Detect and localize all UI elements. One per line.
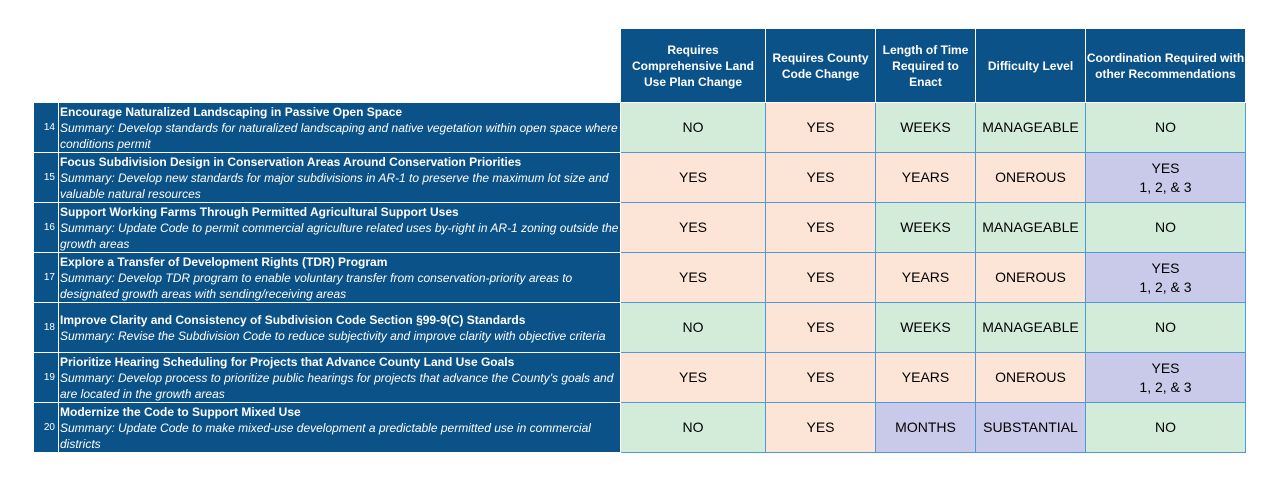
row-number: 18 [33,302,59,353]
table-row: 16 Support Working Farms Through Permitte… [33,202,1246,253]
coordination-value: YES 1, 2, & 3 [1085,352,1246,403]
county-code-value: YES [765,302,876,353]
time-value: WEEKS [875,102,976,153]
recommendation-title: Modernize the Code to Support Mixed Use [60,404,301,419]
header-county-code: Requires County Code Change [765,28,876,103]
coordination-answer: YES [1151,259,1180,276]
coordination-value: YES 1, 2, & 3 [1085,252,1246,303]
recommendation-summary: Summary: Update Code to permit commercia… [60,220,619,251]
recommendation-title: Encourage Naturalized Landscaping in Pas… [60,104,403,119]
table-row: 18 Improve Clarity and Consistency of Sub… [33,302,1246,353]
recommendation-description: Encourage Naturalized Landscaping in Pas… [58,102,621,153]
comp-plan-value: NO [620,302,766,353]
table-row: 14 Encourage Naturalized Landscaping in P… [33,102,1246,153]
recommendation-title: Improve Clarity and Consistency of Subdi… [60,312,526,327]
recommendation-summary: Summary: Develop new standards for major… [60,170,609,201]
recommendation-summary: Summary: Develop process to prioritize p… [60,370,614,401]
coordination-value: NO [1085,202,1246,253]
header-coordination: Coordination Required with other Recomme… [1085,28,1246,103]
recommendation-description: Explore a Transfer of Development Rights… [58,252,621,303]
row-number: 14 [33,102,59,153]
difficulty-value: MANAGEABLE [975,202,1086,253]
difficulty-value: MANAGEABLE [975,302,1086,353]
recommendation-summary: Summary: Develop TDR program to enable v… [60,270,573,301]
recommendation-title: Explore a Transfer of Development Rights… [60,254,388,269]
difficulty-value: MANAGEABLE [975,102,1086,153]
recommendation-summary: Summary: Develop standards for naturaliz… [60,120,618,151]
recommendation-title: Prioritize Hearing Scheduling for Projec… [60,354,515,369]
header-row: Requires Comprehensive Land Use Plan Cha… [33,28,1246,103]
county-code-value: YES [765,202,876,253]
time-value: WEEKS [875,202,976,253]
county-code-value: YES [765,402,876,453]
row-number: 20 [33,402,59,453]
comp-plan-value: YES [620,352,766,403]
time-value: YEARS [875,352,976,403]
county-code-value: YES [765,152,876,203]
row-number: 16 [33,202,59,253]
row-number: 15 [33,152,59,203]
table-row: 17 Explore a Transfer of Development Righ… [33,252,1246,303]
row-number: 19 [33,352,59,403]
county-code-value: YES [765,352,876,403]
header-blank [33,28,621,103]
coordination-answer: NO [1155,219,1176,235]
time-value: YEARS [875,152,976,203]
difficulty-value: SUBSTANTIAL [975,402,1086,453]
recommendation-title: Support Working Farms Through Permitted … [60,204,459,219]
coordination-answer: NO [1155,419,1176,435]
table-row: 15 Focus Subdivision Design in Conservati… [33,152,1246,203]
table-row: 19 Prioritize Hearing Scheduling for Proj… [33,352,1246,403]
coordination-value: YES 1, 2, & 3 [1085,152,1246,203]
header-comp-plan: Requires Comprehensive Land Use Plan Cha… [620,28,766,103]
time-value: MONTHS [875,402,976,453]
recommendation-title: Focus Subdivision Design in Conservation… [60,154,522,169]
coordination-value: NO [1085,302,1246,353]
recommendation-description: Prioritize Hearing Scheduling for Projec… [58,352,621,403]
coordination-value: NO [1085,402,1246,453]
comp-plan-value: YES [620,202,766,253]
difficulty-value: ONEROUS [975,152,1086,203]
time-value: WEEKS [875,302,976,353]
coordination-value: NO [1085,102,1246,153]
recommendation-description: Modernize the Code to Support Mixed Use S… [58,402,621,453]
county-code-value: YES [765,102,876,153]
coordination-recommendations: 1, 2, & 3 [1139,378,1192,395]
comp-plan-value: YES [620,252,766,303]
recommendation-summary: Summary: Update Code to make mixed-use d… [60,420,591,451]
coordination-answer: YES [1151,359,1180,376]
recommendations-table: Requires Comprehensive Land Use Plan Cha… [33,28,1246,453]
comp-plan-value: NO [620,402,766,453]
recommendation-description: Improve Clarity and Consistency of Subdi… [58,302,621,353]
difficulty-value: ONEROUS [975,252,1086,303]
recommendation-summary: Summary: Revise the Subdivision Code to … [60,328,606,343]
difficulty-value: ONEROUS [975,352,1086,403]
time-value: YEARS [875,252,976,303]
row-number: 17 [33,252,59,303]
coordination-recommendations: 1, 2, & 3 [1139,278,1192,295]
header-difficulty: Difficulty Level [975,28,1086,103]
comp-plan-value: NO [620,102,766,153]
coordination-answer: NO [1155,119,1176,135]
coordination-recommendations: 1, 2, & 3 [1139,178,1192,195]
coordination-answer: NO [1155,319,1176,335]
recommendation-description: Focus Subdivision Design in Conservation… [58,152,621,203]
county-code-value: YES [765,252,876,303]
header-time: Length of Time Required to Enact [875,28,976,103]
recommendation-description: Support Working Farms Through Permitted … [58,202,621,253]
comp-plan-value: YES [620,152,766,203]
coordination-answer: YES [1151,159,1180,176]
table-row: 20 Modernize the Code to Support Mixed Us… [33,402,1246,453]
